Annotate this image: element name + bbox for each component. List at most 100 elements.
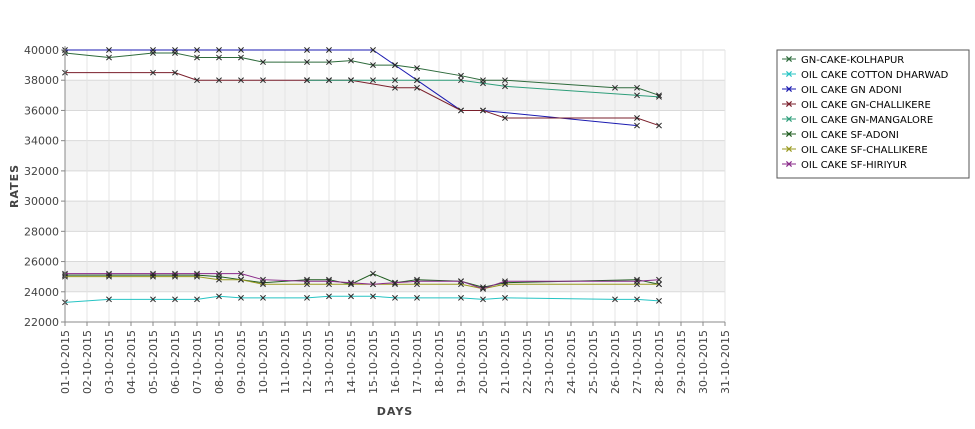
series-layer [62,47,662,306]
legend-item: OIL CAKE SF-HIRIYUR [782,160,907,171]
x-tick-label: 01-10-2015 [59,330,72,394]
x-tick-label: 28-10-2015 [653,330,666,394]
data-point [304,294,310,301]
data-point [238,294,244,301]
x-tick-label: 10-10-2015 [257,330,270,394]
data-point [634,122,640,129]
x-tick-label: 07-10-2015 [191,330,204,394]
data-point [370,47,376,53]
data-point [480,296,486,303]
data-point [392,62,398,69]
legend-label: GN-CAKE-KOLHAPUR [801,55,904,66]
data-point [348,279,354,286]
data-point [656,297,662,304]
data-point [458,72,464,79]
legend-box [776,49,970,179]
data-point [216,77,222,84]
data-point [502,294,508,301]
data-point [634,115,640,121]
x-tick-label: 14-10-2015 [345,330,358,394]
x-tick-label: 19-10-2015 [455,330,468,394]
axes: 22000 24000 26000 28000 30000 32000 34000 36000… [24,44,732,394]
data-point [458,294,464,301]
data-point [370,62,376,69]
data-point [326,59,332,66]
legend-label: OIL CAKE COTTON DHARWAD [801,70,949,81]
x-tick-label: 06-10-2015 [169,330,182,394]
y-tick-label: 26000 [24,256,59,269]
data-point [480,80,486,87]
data-point [612,84,618,91]
data-point [238,47,244,53]
data-point [480,107,486,114]
y-tick-label: 28000 [24,225,59,238]
y-tick-label: 34000 [24,135,59,148]
y-tick-label: 38000 [24,74,59,87]
legend-marker [785,145,793,153]
data-point [392,77,398,84]
x-tick-label: 22-10-2015 [521,330,534,394]
data-point [502,77,508,84]
data-point [392,294,398,301]
y-tick-label: 22000 [24,316,59,329]
data-point [150,270,156,277]
legend: GN-CAKE-KOLHAPUR OIL CAKE COTTON DHARWAD O… [776,49,970,179]
data-point [238,276,244,283]
y-tick-label: 24000 [24,286,59,299]
x-tick-label: 25-10-2015 [587,330,600,394]
legend-marker [785,100,793,108]
data-point [502,115,508,121]
data-point [370,293,376,300]
legend-marker [785,115,793,123]
data-point [414,77,420,84]
data-point [656,276,662,283]
data-point [348,293,354,300]
x-tick-label: 30-10-2015 [697,330,710,394]
data-point [172,270,178,277]
data-point [414,84,420,91]
data-point [656,122,662,129]
data-point [194,47,200,53]
y-tick-label: 30000 [24,195,59,208]
data-point [304,47,310,53]
x-tick-label: 17-10-2015 [411,330,424,394]
data-point [458,77,464,84]
data-point [216,276,222,283]
x-tick-label: 20-10-2015 [477,330,490,394]
data-point [172,296,178,303]
legend-item: OIL CAKE GN-CHALLIKERE [782,100,931,111]
data-point [392,279,398,286]
legend-item: OIL CAKE SF-ADONI [782,130,899,141]
data-point [612,296,618,303]
data-point [150,296,156,303]
data-point [172,69,178,76]
data-point [326,278,332,285]
y-tick-label: 40000 [24,44,59,57]
data-point [414,65,420,72]
x-tick-label: 13-10-2015 [323,330,336,394]
data-point [106,296,112,303]
legend-label: OIL CAKE GN ADONI [801,85,902,96]
data-point [260,59,266,66]
legend-label: OIL CAKE SF-ADONI [801,130,899,141]
x-tick-label: 21-10-2015 [499,330,512,394]
data-point [414,294,420,301]
x-tick-label: 31-10-2015 [719,330,732,394]
data-point [304,59,310,66]
data-point [106,54,112,61]
legend-label: OIL CAKE GN-MANGALORE [801,115,933,126]
data-point [216,270,222,277]
series-oil-cake-cotton-dharwad [62,293,662,306]
data-point [260,294,266,301]
x-tick-label: 02-10-2015 [81,330,94,394]
data-point [194,296,200,303]
data-point [216,47,222,53]
y-tick-label: 36000 [24,104,59,117]
x-tick-label: 12-10-2015 [301,330,314,394]
data-point [656,93,662,100]
legend-item: GN-CAKE-KOLHAPUR [782,55,904,66]
legend-label: OIL CAKE GN-CHALLIKERE [801,100,931,111]
x-axis-title: DAYS [377,405,413,418]
data-point [414,278,420,285]
